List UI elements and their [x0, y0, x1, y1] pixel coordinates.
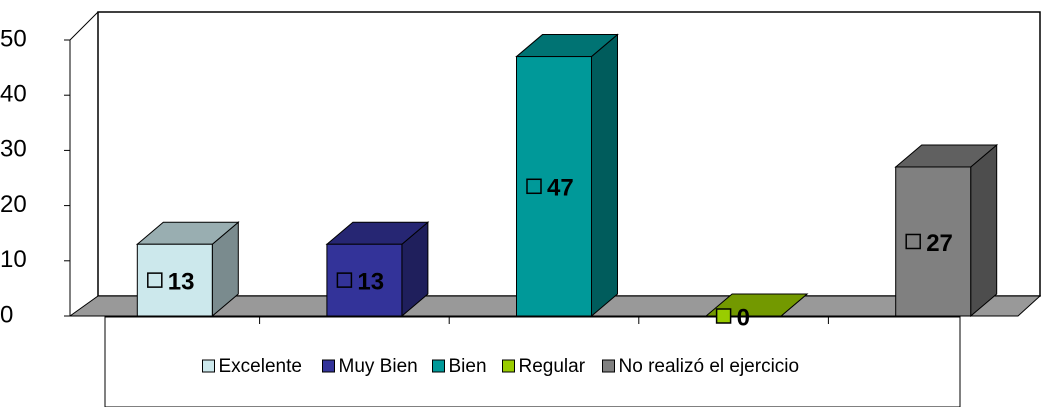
legend-swatch [322, 359, 335, 373]
legend-swatch [602, 359, 615, 373]
legend-label: Excelente [219, 356, 302, 377]
legend-swatch [432, 359, 445, 373]
legend-label: No realizó el ejercicio [619, 356, 800, 377]
y-tick-label: 40 [0, 81, 27, 108]
legend-box [104, 316, 961, 407]
legend-swatch [202, 359, 215, 373]
label-marker [147, 272, 163, 288]
data-label: 27 [926, 230, 953, 257]
legend-label: Bien [449, 356, 487, 377]
y-tick-label: 30 [0, 136, 27, 163]
y-tick-label: 10 [0, 246, 27, 273]
y-tick-label: 50 [0, 25, 27, 52]
label-marker [336, 272, 353, 288]
y-tick-label: 0 [0, 301, 13, 328]
y-tick-label: 20 [0, 191, 27, 218]
data-label: 13 [357, 268, 384, 295]
bar-side [591, 33, 618, 318]
bar-side [970, 143, 998, 318]
legend-label: Muy Bien [339, 356, 418, 377]
data-label: 47 [547, 175, 574, 202]
legend-swatch [502, 359, 515, 373]
data-label: 0 [737, 304, 750, 331]
label-marker [905, 233, 921, 250]
legend-label: Regular [519, 356, 586, 377]
label-marker [715, 308, 732, 324]
label-marker [526, 178, 542, 195]
data-label: 13 [168, 268, 195, 295]
